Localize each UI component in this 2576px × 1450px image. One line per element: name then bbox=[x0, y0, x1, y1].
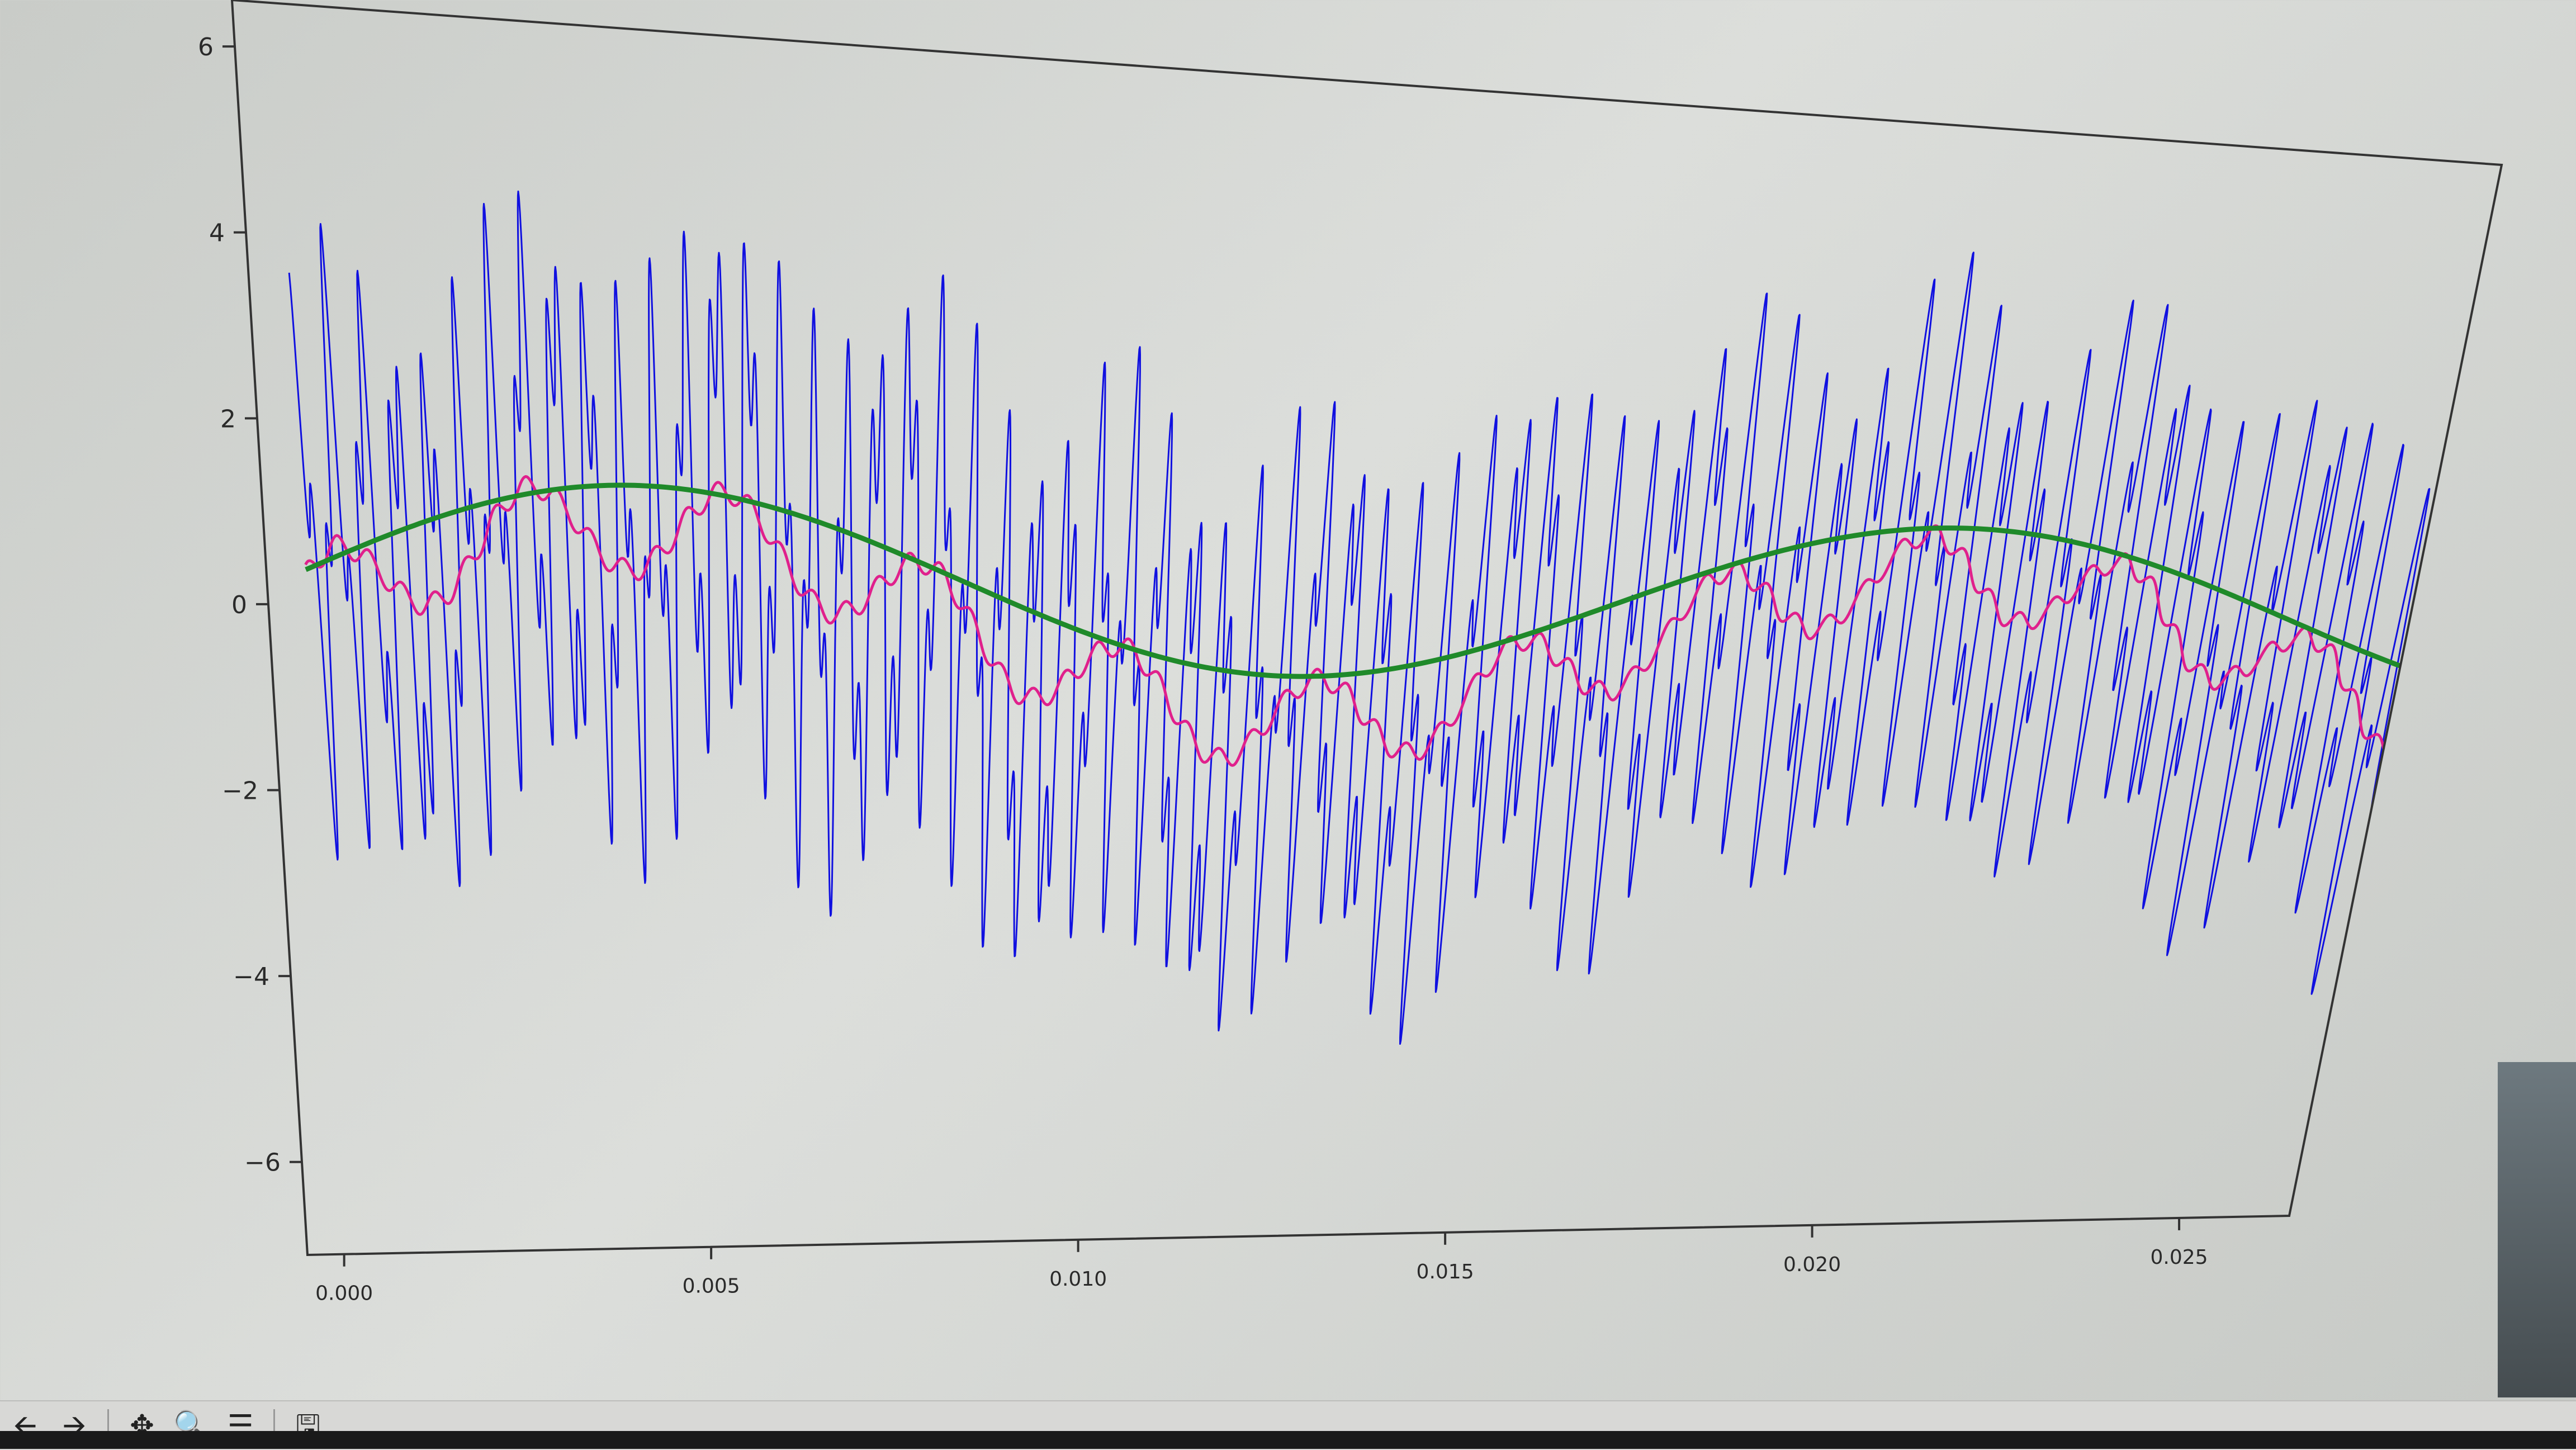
series-layer bbox=[288, 190, 2431, 1045]
y-tick-label: −4 bbox=[233, 963, 269, 991]
x-tick-label: 0.005 bbox=[683, 1275, 740, 1298]
y-axis: 6 4 2 0 −2 −4 −6 bbox=[198, 33, 302, 1177]
taskbar bbox=[2498, 1062, 2576, 1397]
x-tick-label: 0.015 bbox=[1417, 1261, 1474, 1283]
toolbar-separator bbox=[273, 1409, 275, 1443]
y-tick-label: 4 bbox=[209, 219, 225, 248]
monitor-bezel bbox=[0, 1431, 2576, 1449]
y-tick-label: −6 bbox=[244, 1149, 281, 1177]
x-tick-label: 0.025 bbox=[2151, 1246, 2208, 1269]
series-line-0 bbox=[288, 190, 2431, 1045]
x-tick-label: 0.010 bbox=[1049, 1268, 1107, 1291]
axes-frame bbox=[230, 0, 2503, 1257]
x-axis: 0.000 0.005 0.010 0.015 0.020 0.025 bbox=[315, 1217, 2208, 1305]
y-tick-label: 2 bbox=[220, 405, 236, 433]
y-tick-label: 6 bbox=[198, 33, 214, 61]
y-tick-label: −2 bbox=[222, 777, 258, 805]
series-line-2 bbox=[305, 482, 2402, 679]
series-line-1 bbox=[304, 475, 2385, 767]
x-tick-label: 0.000 bbox=[315, 1282, 373, 1305]
x-tick-label: 0.020 bbox=[1783, 1253, 1841, 1276]
y-tick-label: 0 bbox=[231, 591, 247, 619]
toolbar-separator bbox=[107, 1409, 109, 1443]
